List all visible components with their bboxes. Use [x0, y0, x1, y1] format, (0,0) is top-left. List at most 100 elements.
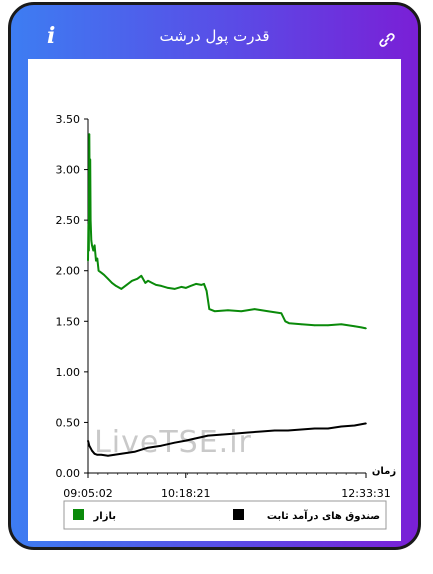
card-header: i قدرت پول درشت	[11, 5, 418, 59]
x-tick-label: 09:05:02	[63, 487, 112, 500]
y-tick-label: 3.00	[56, 164, 81, 177]
y-tick-label: 2.50	[56, 214, 81, 227]
data-point-1	[313, 427, 316, 430]
series-group	[87, 133, 367, 457]
data-point-1	[233, 432, 236, 435]
data-point-0	[125, 284, 128, 286]
data-point-0	[88, 199, 91, 201]
data-point-0	[91, 244, 93, 247]
data-point-0	[184, 287, 187, 289]
series-line-0	[87, 133, 367, 330]
data-point-0	[96, 257, 99, 260]
data-point-1	[107, 455, 109, 457]
y-tick-label: 1.50	[56, 315, 81, 328]
y-tick-label: 2.00	[56, 265, 81, 278]
data-point-0	[155, 284, 157, 286]
legend-label-fund: صندوق های درآمد ثابت	[267, 509, 380, 522]
link-icon[interactable]	[378, 31, 396, 49]
data-point-1	[100, 453, 103, 456]
data-point-1	[340, 425, 343, 428]
y-axis: 0.00 0.50 1.00 1.50 2.00 2.50 3.00 3.50	[56, 113, 89, 480]
data-point-1	[160, 444, 163, 447]
data-point-0	[200, 284, 203, 286]
data-point-0	[313, 324, 316, 327]
legend-box	[63, 500, 387, 530]
data-point-0	[144, 282, 147, 284]
data-point-0	[327, 324, 329, 327]
data-point-0	[340, 323, 343, 326]
data-point-1	[353, 424, 356, 427]
data-point-1	[273, 429, 276, 432]
x-tick-label: 10:18:21	[161, 487, 210, 500]
data-point-0	[205, 290, 208, 292]
data-point-1	[91, 449, 93, 452]
data-point-0	[147, 280, 149, 282]
data-point-0	[213, 310, 216, 312]
x-axis-title: زمان	[372, 466, 396, 477]
data-point-0	[107, 278, 109, 280]
data-point-0	[284, 320, 287, 323]
data-point-1	[153, 445, 156, 448]
data-point-0	[167, 287, 169, 289]
legend-label-market: بازار	[93, 511, 116, 522]
data-point-0	[300, 323, 303, 326]
legend-swatch-market	[73, 509, 84, 520]
data-point-1	[96, 453, 99, 456]
data-point-0	[103, 273, 105, 276]
data-point-1	[133, 450, 136, 453]
data-point-0	[95, 259, 97, 262]
data-point-0	[140, 274, 143, 277]
data-point-0	[100, 271, 103, 274]
data-point-0	[253, 308, 256, 310]
data-point-0	[173, 288, 176, 290]
data-point-0	[93, 244, 96, 247]
data-point-1	[87, 439, 89, 442]
legend: بازار صندوق های درآمد ثابت	[63, 500, 387, 530]
data-point-0	[88, 249, 90, 252]
chart-panel: 0.00 0.50 1.00 1.50 2.00 2.50 3.00 3.50 09:05:0…	[28, 59, 401, 541]
info-icon[interactable]: i	[47, 23, 56, 49]
data-point-0	[111, 282, 113, 284]
legend-swatch-fund	[233, 509, 244, 520]
data-point-0	[227, 309, 229, 311]
x-axis: 09:05:02 10:18:21 12:33:31	[63, 472, 391, 500]
data-point-1	[207, 434, 209, 437]
data-point-1	[327, 427, 329, 430]
data-point-1	[365, 422, 367, 425]
data-point-0	[87, 224, 90, 226]
widget-card: i قدرت پول درشت 0.00 0.50 1.00 1.50 2.00 2.50…	[8, 2, 421, 550]
data-point-1	[193, 437, 196, 440]
data-point-1	[260, 430, 263, 433]
data-point-1	[173, 441, 176, 444]
data-point-0	[89, 219, 92, 221]
data-point-0	[87, 259, 89, 262]
money-power-chart: 0.00 0.50 1.00 1.50 2.00 2.50 3.00 3.50 09:05:0…	[56, 113, 396, 530]
data-point-0	[365, 327, 367, 330]
data-point-0	[89, 158, 91, 161]
data-point-0	[288, 322, 291, 325]
data-point-0	[195, 283, 197, 285]
data-point-0	[160, 285, 163, 287]
data-point-0	[136, 278, 139, 280]
data-point-0	[120, 288, 123, 290]
data-point-1	[127, 451, 129, 454]
data-point-1	[247, 431, 249, 434]
y-tick-label: 3.50	[56, 113, 81, 126]
data-point-0	[92, 249, 95, 252]
data-point-0	[208, 308, 211, 310]
data-point-0	[90, 239, 93, 242]
data-point-0	[360, 326, 363, 329]
data-point-1	[93, 452, 96, 455]
y-tick-label: 0.50	[56, 416, 81, 429]
data-point-1	[184, 439, 187, 442]
data-point-0	[189, 285, 192, 287]
data-point-0	[180, 286, 183, 288]
data-point-0	[240, 310, 243, 312]
data-point-1	[113, 453, 116, 456]
y-tick-label: 0.00	[56, 467, 81, 480]
data-point-1	[147, 446, 149, 449]
data-point-0	[353, 325, 356, 328]
data-point-1	[140, 448, 143, 451]
y-tick-label: 1.00	[56, 366, 81, 379]
card-title: قدرت پول درشت	[159, 27, 270, 45]
